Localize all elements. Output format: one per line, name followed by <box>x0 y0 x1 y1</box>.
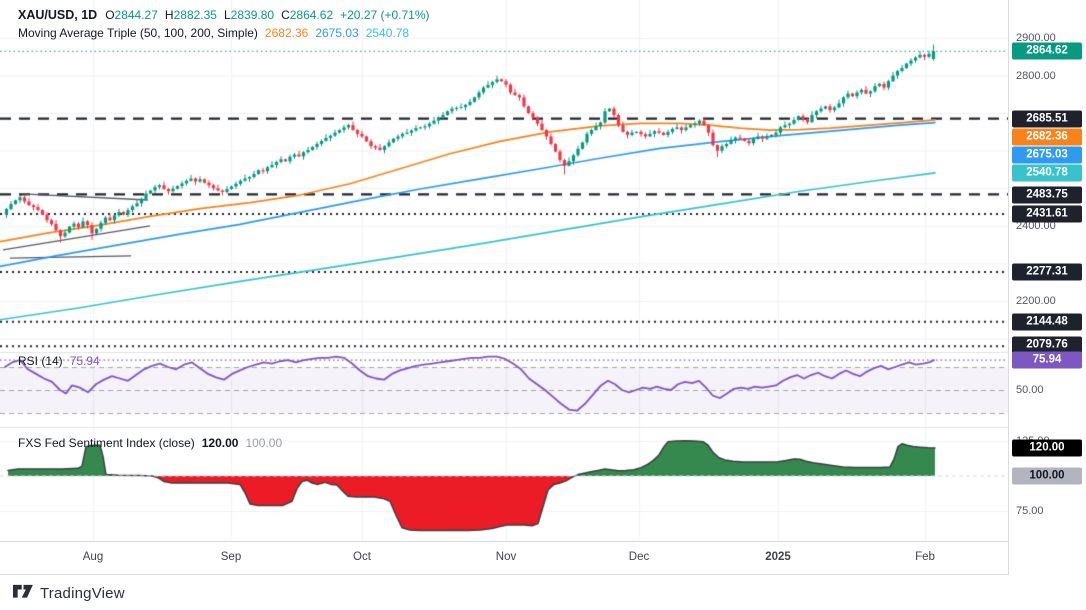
price-badge: 100.00 <box>1012 467 1082 485</box>
chart-canvas[interactable] <box>0 0 1008 541</box>
rsi-indicator-legend[interactable]: RSI (14) 75.94 <box>18 354 100 368</box>
symbol-title[interactable]: XAU/USD, 1D <box>18 8 98 22</box>
price-badge: 2685.51 <box>1012 110 1082 128</box>
ohlc-token: O2844.27 <box>105 8 158 22</box>
price-axis-label[interactable]: 75.00 <box>1016 505 1044 517</box>
ma-value: 2682.36 <box>264 26 309 40</box>
time-axis[interactable]: Aug Sep Oct Nov Dec 2025 Feb <box>0 541 1086 575</box>
sentiment-current-value: 120.00 <box>201 436 239 450</box>
time-axis-label[interactable]: Oct <box>353 551 371 563</box>
rsi-indicator-title[interactable]: RSI (14) <box>18 354 63 368</box>
price-badge: 2675.03 <box>1012 146 1082 164</box>
time-axis-label[interactable]: Feb <box>915 551 935 563</box>
time-axis-label[interactable]: Dec <box>628 551 650 563</box>
price-badge: 2864.62 <box>1012 42 1082 60</box>
ma-indicator-title[interactable]: Moving Average Triple (50, 100, 200, Sim… <box>18 26 258 40</box>
symbol-legend[interactable]: XAU/USD, 1D O2844.27 H2882.35 L2839.80 C2864… <box>18 8 437 22</box>
price-badge: 2277.31 <box>1012 263 1082 281</box>
rsi-current-value: 75.94 <box>69 354 100 368</box>
tradingview-logo-text: TradingView <box>40 584 125 602</box>
tradingview-logo-icon <box>13 584 33 598</box>
price-badge: 2079.76 <box>1012 336 1082 354</box>
ohlc-values: O2844.27 H2882.35 L2839.80 C2864.62 +20.27 (… <box>105 8 436 22</box>
ma-value: 2540.78 <box>365 26 410 40</box>
plot-area: XAU/USD, 1D O2844.27 H2882.35 L2839.80 C2864… <box>0 0 1008 541</box>
price-badge: 2431.61 <box>1012 205 1082 223</box>
time-axis-label[interactable]: Sep <box>220 551 242 563</box>
ma-indicator-legend[interactable]: Moving Average Triple (50, 100, 200, Sim… <box>18 26 416 40</box>
footer-bar: TradingView <box>0 576 1086 610</box>
sentiment-indicator-title[interactable]: FXS Fed Sentiment Index (close) <box>18 436 195 450</box>
time-axis-label[interactable]: Nov <box>495 551 517 563</box>
sentiment-baseline-value: 100.00 <box>245 436 283 450</box>
sentiment-indicator-legend[interactable]: FXS Fed Sentiment Index (close) 120.00 100… <box>18 436 282 450</box>
price-badge: 2144.48 <box>1012 313 1082 331</box>
ma-values: 2682.36 2675.03 2540.78 <box>265 26 416 40</box>
price-axis[interactable]: 2900.002800.002400.002200.0050.00125.007… <box>1008 0 1086 575</box>
price-badge: 120.00 <box>1012 439 1082 457</box>
ohlc-token: L2839.80 <box>223 8 275 22</box>
change-value: +20.27 (+0.71%) <box>340 8 430 22</box>
time-axis-label[interactable]: 2025 <box>765 551 791 563</box>
tradingview-logo[interactable]: TradingView <box>13 584 125 602</box>
price-axis-label[interactable]: 2900.00 <box>1016 32 1056 44</box>
price-badge: 2483.75 <box>1012 186 1082 204</box>
ohlc-token: H2882.35 <box>164 8 217 22</box>
ma-value: 2675.03 <box>315 26 359 40</box>
price-badge: 2540.78 <box>1012 164 1082 182</box>
price-axis-label[interactable]: 2200.00 <box>1016 295 1056 307</box>
price-badge: 2682.36 <box>1012 128 1082 146</box>
price-axis-label[interactable]: 50.00 <box>1016 384 1044 396</box>
price-badge: 75.94 <box>1012 351 1082 369</box>
ohlc-token: C2864.62 <box>281 8 334 22</box>
time-axis-label[interactable]: Aug <box>82 551 104 563</box>
price-axis-label[interactable]: 2400.00 <box>1016 220 1056 232</box>
price-axis-label[interactable]: 2800.00 <box>1016 70 1056 82</box>
